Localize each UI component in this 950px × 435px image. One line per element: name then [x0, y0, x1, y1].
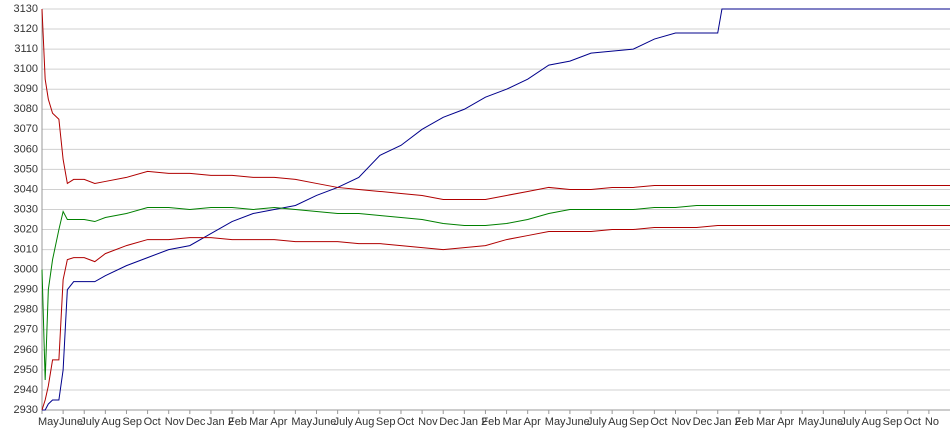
x-tick-label: June [819, 416, 843, 428]
series-line [41, 8, 950, 200]
x-tick-label: Mar [503, 416, 522, 428]
series-line [42, 8, 950, 411]
y-tick-label: 3000 [14, 264, 38, 276]
x-tick-label: Oct [904, 416, 921, 428]
x-tick-label: Nov [418, 416, 438, 428]
x-tick-label: Aug [355, 416, 375, 428]
series-line [41, 204, 950, 380]
x-tick-label: Mar [249, 416, 268, 428]
x-tick-label: July [334, 416, 354, 428]
x-tick-label: Aug [862, 416, 882, 428]
x-tick-label: Feb [735, 416, 754, 428]
x-tick-label: May [38, 416, 59, 428]
x-tick-label: May [291, 416, 312, 428]
x-tick-label: Nov [671, 416, 691, 428]
y-tick-label: 3020 [14, 223, 38, 235]
x-tick-label: Aug [101, 416, 121, 428]
y-tick-label: 2940 [14, 384, 38, 396]
y-tick-label: 3030 [14, 203, 38, 215]
x-tick-label: Oct [397, 416, 414, 428]
x-tick-label: Sep [122, 416, 142, 428]
x-tick-label: Jan 2 [207, 416, 234, 428]
y-tick-label: 3130 [14, 3, 38, 15]
y-tick-label: 3050 [14, 163, 38, 175]
y-tick-label: 3100 [14, 63, 38, 75]
y-tick-label: 2980 [14, 304, 38, 316]
y-tick-label: 2930 [14, 404, 38, 416]
x-tick-label: July [80, 416, 100, 428]
x-tick-label: Oct [144, 416, 161, 428]
series-line [41, 225, 950, 411]
y-tick-label: 2970 [14, 324, 38, 336]
x-tick-label: Apr [524, 416, 541, 428]
x-tick-label: May [798, 416, 819, 428]
x-tick-label: Sep [376, 416, 396, 428]
x-tick-label: Sep [629, 416, 649, 428]
x-tick-label: Dec [693, 416, 713, 428]
x-tick-label: No [925, 416, 939, 428]
x-tick-label: Dec [439, 416, 459, 428]
x-tick-label: Feb [228, 416, 247, 428]
y-tick-label: 3010 [14, 244, 38, 256]
x-tick-label: June [59, 416, 83, 428]
x-tick-label: Aug [608, 416, 628, 428]
x-tick-label: July [587, 416, 607, 428]
x-tick-label: June [313, 416, 337, 428]
x-tick-label: Feb [481, 416, 500, 428]
y-tick-label: 3060 [14, 143, 38, 155]
x-tick-label: Jan 2 [460, 416, 487, 428]
x-tick-label: Nov [165, 416, 185, 428]
x-tick-label: July [840, 416, 860, 428]
y-tick-label: 3120 [14, 23, 38, 35]
y-tick-label: 3110 [14, 43, 38, 55]
x-tick-label: Apr [777, 416, 794, 428]
y-tick-label: 3040 [14, 183, 38, 195]
x-tick-label: Jan 2 [714, 416, 741, 428]
x-tick-label: Mar [756, 416, 775, 428]
y-tick-label: 3090 [14, 83, 38, 95]
x-tick-label: Sep [883, 416, 903, 428]
x-tick-label: Dec [186, 416, 206, 428]
y-tick-label: 2950 [14, 364, 38, 376]
x-tick-label: June [566, 416, 590, 428]
y-tick-label: 2990 [14, 284, 38, 296]
x-tick-label: May [545, 416, 566, 428]
y-tick-label: 2960 [14, 344, 38, 356]
y-tick-label: 3080 [14, 103, 38, 115]
x-tick-label: Apr [270, 416, 287, 428]
y-tick-label: 3070 [14, 123, 38, 135]
x-tick-label: Oct [650, 416, 667, 428]
